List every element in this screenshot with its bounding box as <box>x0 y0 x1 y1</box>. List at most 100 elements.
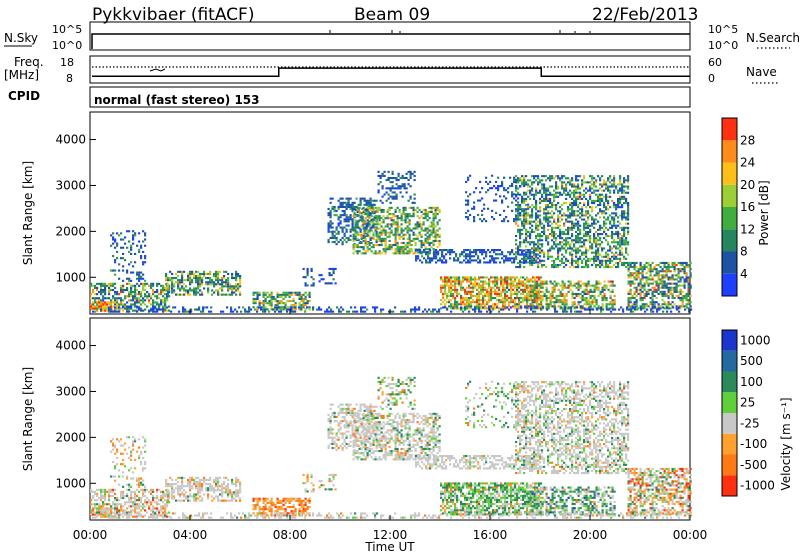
power-cell <box>687 278 690 281</box>
power-cell <box>130 248 133 251</box>
power-cell <box>599 177 602 180</box>
power-cell <box>567 230 570 233</box>
power-cell <box>520 297 523 300</box>
power-cell <box>559 191 562 194</box>
power-cell <box>393 187 396 190</box>
power-cell <box>533 280 536 283</box>
power-cell <box>424 213 427 216</box>
power-cell <box>555 237 558 240</box>
power-cell <box>432 225 435 228</box>
power-cell <box>474 286 477 289</box>
power-cell <box>635 288 638 291</box>
power-cell <box>432 217 435 220</box>
power-cell <box>384 244 387 247</box>
power-cell <box>533 286 536 289</box>
power-cell <box>623 197 626 200</box>
power-cell <box>505 216 508 219</box>
power-cell <box>629 297 632 300</box>
power-cell <box>563 299 566 302</box>
power-cell <box>404 217 407 220</box>
power-cell <box>256 310 259 313</box>
power-cell <box>621 210 624 213</box>
power-cell <box>679 261 682 264</box>
power-cell <box>575 259 578 262</box>
power-cell <box>440 286 443 289</box>
power-cell <box>553 212 556 215</box>
power-cell <box>587 204 590 207</box>
power-cell <box>162 305 165 308</box>
power-cell <box>377 170 380 173</box>
power-cell <box>533 305 536 308</box>
power-cell <box>426 248 429 251</box>
power-cell <box>615 204 618 207</box>
power-cell <box>637 268 640 271</box>
power-cell <box>529 193 532 196</box>
power-cell <box>349 214 352 217</box>
power-cell <box>134 297 137 300</box>
power-cell <box>515 251 518 254</box>
power-cell <box>527 220 530 223</box>
power-cell <box>635 303 638 306</box>
power-cell <box>555 183 558 186</box>
power-cell <box>617 230 620 233</box>
power-cell <box>462 301 465 304</box>
power-cell <box>505 259 508 262</box>
power-cell <box>126 282 129 285</box>
power-cell <box>132 271 135 274</box>
power-cell <box>597 193 600 196</box>
power-cell <box>643 282 646 285</box>
power-cell <box>518 290 521 293</box>
power-cell <box>561 237 564 240</box>
power-cell <box>468 278 471 281</box>
power-cell <box>565 243 568 246</box>
power-cell <box>100 303 103 306</box>
power-cell <box>627 210 630 213</box>
power-cell <box>459 255 462 258</box>
power-cell <box>162 291 165 294</box>
power-cell <box>526 301 529 304</box>
power-cell <box>517 193 520 196</box>
power-cell <box>450 284 453 287</box>
power-cell <box>483 207 486 210</box>
power-cell <box>354 231 357 234</box>
power-cell <box>354 237 357 240</box>
power-cell <box>440 299 443 302</box>
power-cell <box>482 297 485 300</box>
power-cell <box>140 244 143 247</box>
power-cell <box>355 226 358 229</box>
power-cell <box>90 303 93 306</box>
power-cell <box>225 283 228 286</box>
power-cell <box>476 301 479 304</box>
power-cell <box>571 255 574 258</box>
power-cell <box>351 205 354 208</box>
power-cell <box>583 224 586 227</box>
power-cell <box>264 297 267 300</box>
power-cell <box>605 235 608 238</box>
power-cell <box>601 290 604 293</box>
power-cell <box>354 244 357 247</box>
power-cell <box>171 285 174 288</box>
power-cell <box>529 288 532 291</box>
power-cell <box>364 250 367 253</box>
power-cell <box>589 247 592 250</box>
power-cell <box>286 300 289 303</box>
power-cell <box>567 191 570 194</box>
power-cell <box>380 244 383 247</box>
power-cell <box>607 185 610 188</box>
power-cell <box>408 219 411 222</box>
power-cell <box>609 301 612 304</box>
power-cell <box>535 208 538 211</box>
power-cell <box>356 215 359 218</box>
power-cell <box>476 288 479 291</box>
power-cell <box>148 299 151 302</box>
power-cell <box>623 189 626 192</box>
power-cell <box>579 245 582 248</box>
power-cell <box>527 280 530 283</box>
power-cell <box>517 230 520 233</box>
power-cell <box>392 223 395 226</box>
power-cell <box>373 203 376 206</box>
power-cell <box>521 241 524 244</box>
power-cell <box>366 229 369 232</box>
power-cell <box>473 249 476 252</box>
power-cell <box>649 274 652 277</box>
